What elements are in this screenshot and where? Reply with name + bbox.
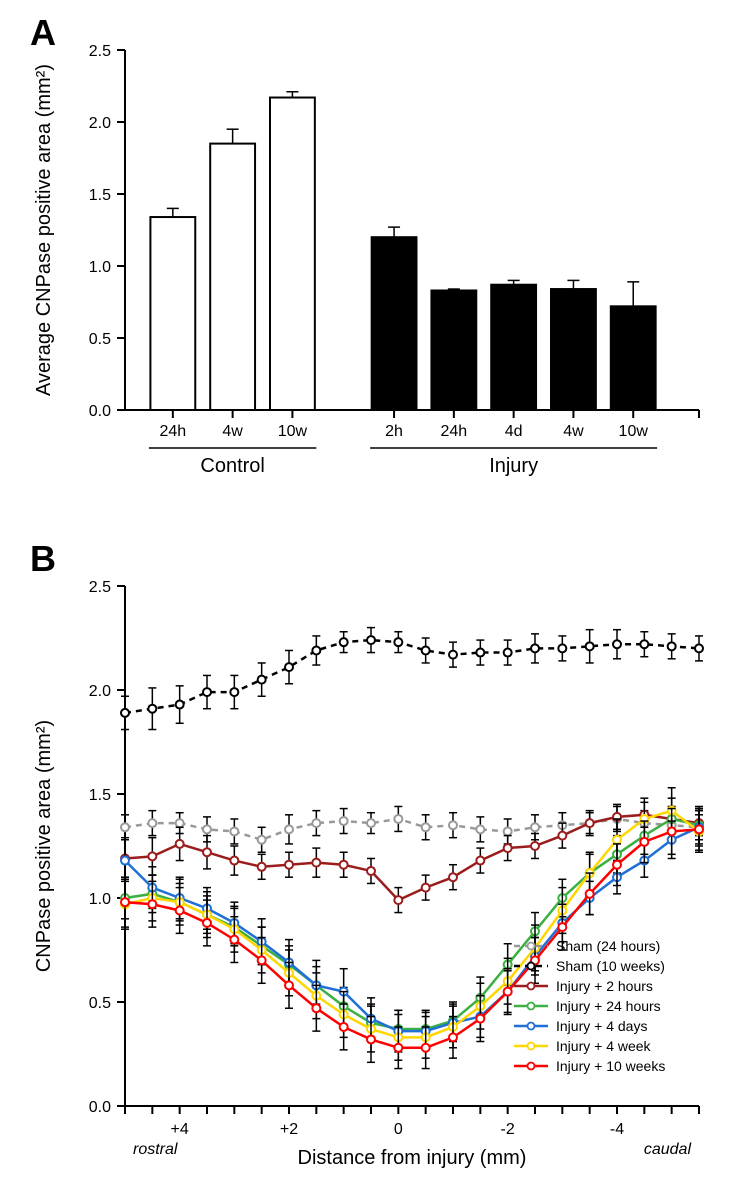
svg-text:-4: -4 [610, 1121, 624, 1138]
bar [210, 144, 255, 410]
svg-text:10w: 10w [619, 423, 649, 440]
svg-text:+4: +4 [171, 1121, 189, 1138]
svg-text:Distance from injury (mm): Distance from injury (mm) [298, 1147, 527, 1169]
svg-text:2h: 2h [385, 423, 403, 440]
svg-text:Injury + 4 week: Injury + 4 week [556, 1038, 652, 1054]
svg-text:Sham (24 hours): Sham (24 hours) [556, 938, 660, 954]
bar [431, 290, 476, 410]
svg-text:1.0: 1.0 [89, 259, 111, 276]
svg-text:4w: 4w [563, 423, 584, 440]
svg-text:24h: 24h [441, 423, 468, 440]
svg-text:+2: +2 [280, 1121, 298, 1138]
svg-text:2.0: 2.0 [89, 115, 111, 132]
svg-text:1.5: 1.5 [89, 187, 111, 204]
svg-text:Injury + 4 days: Injury + 4 days [556, 1018, 647, 1034]
series-line [125, 640, 699, 713]
svg-text:2.5: 2.5 [89, 43, 111, 60]
bar [611, 306, 656, 410]
svg-text:Injury + 2 hours: Injury + 2 hours [556, 978, 653, 994]
svg-text:caudal: caudal [644, 1141, 692, 1158]
svg-text:1.0: 1.0 [89, 891, 111, 908]
svg-text:2.0: 2.0 [89, 683, 111, 700]
svg-text:-2: -2 [501, 1121, 515, 1138]
bar [270, 98, 315, 410]
svg-text:0: 0 [394, 1121, 403, 1138]
svg-text:CNPase positive area (mm²): CNPase positive area (mm²) [33, 720, 55, 972]
panel-b-chart: 0.0 0.5 1.0 1.5 2.0 2.5 CNPase positive area (… [0, 556, 729, 1196]
svg-text:Control: Control [200, 455, 264, 477]
svg-text:0.0: 0.0 [89, 403, 111, 420]
svg-text:4w: 4w [222, 423, 243, 440]
panel-a-chart: 0.0 0.5 1.0 1.5 2.0 2.5 Average CNPase positiv… [0, 20, 729, 520]
svg-text:Injury + 24 hours: Injury + 24 hours [556, 998, 661, 1014]
svg-text:Sham (10 weeks): Sham (10 weeks) [556, 958, 665, 974]
svg-text:1.5: 1.5 [89, 787, 111, 804]
bar [372, 237, 417, 410]
svg-text:Average CNPase positive area (: Average CNPase positive area (mm²) [33, 64, 55, 396]
bar [491, 285, 536, 410]
bar [150, 217, 195, 410]
svg-text:0.0: 0.0 [89, 1099, 111, 1116]
svg-text:Injury: Injury [489, 455, 538, 477]
svg-text:10w: 10w [278, 423, 308, 440]
svg-text:2.5: 2.5 [89, 579, 111, 596]
bar [551, 289, 596, 410]
svg-text:24h: 24h [159, 423, 186, 440]
svg-text:0.5: 0.5 [89, 995, 111, 1012]
svg-text:4d: 4d [505, 423, 523, 440]
svg-text:0.5: 0.5 [89, 331, 111, 348]
svg-text:Injury + 10 weeks: Injury + 10 weeks [556, 1058, 665, 1074]
svg-text:rostral: rostral [133, 1141, 178, 1158]
